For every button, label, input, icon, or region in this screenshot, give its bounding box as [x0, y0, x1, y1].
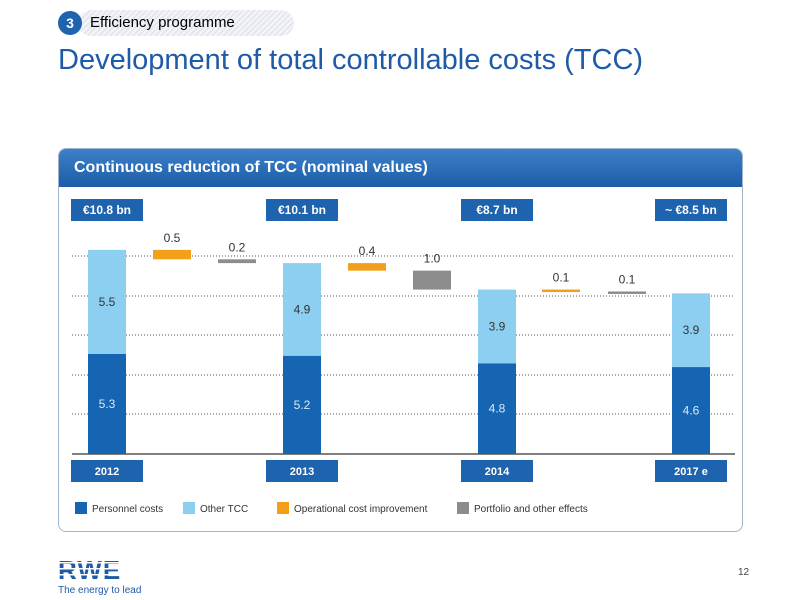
section-tag-stripe	[78, 10, 294, 36]
rwe-logo: RWE The energy to lead	[58, 556, 141, 596]
section-label: Efficiency programme	[90, 14, 235, 31]
category-label: 2017 e	[674, 466, 708, 478]
legend-label: Operational cost improvement	[294, 504, 428, 515]
legend-label: Personnel costs	[92, 504, 163, 515]
legend-label: Other TCC	[200, 504, 248, 515]
category-label: 2012	[95, 466, 119, 478]
legend-swatch	[277, 502, 289, 514]
data-label-other: 4.9	[294, 302, 311, 316]
page-number: 12	[738, 567, 750, 578]
data-label-personnel: 5.3	[99, 397, 116, 411]
category-label: 2014	[485, 466, 510, 478]
bar-personnel-costs	[88, 353, 126, 454]
total-badge	[266, 199, 338, 221]
year-badge	[266, 460, 338, 482]
data-label-other: 3.9	[683, 323, 700, 337]
data-label-portfolio: 0.2	[229, 240, 246, 254]
data-label-operational: 0.4	[359, 244, 376, 258]
bar-portfolio-and-other-effects	[413, 270, 451, 290]
total-badge	[461, 199, 533, 221]
data-label-other: 3.9	[489, 319, 506, 333]
bar-other-tcc	[478, 289, 516, 364]
total-badge	[71, 199, 143, 221]
bar-portfolio-and-other-effects	[218, 259, 256, 264]
total-badge	[655, 199, 727, 221]
data-label-operational: 0.1	[553, 271, 570, 285]
total-label: €8.7 bn	[476, 203, 517, 217]
total-label: €10.8 bn	[83, 203, 131, 217]
bar-portfolio-and-other-effects	[608, 291, 646, 294]
svg-text:RWE: RWE	[58, 556, 121, 585]
panel-header: Continuous reduction of TCC (nominal val…	[59, 149, 742, 187]
bar-other-tcc	[672, 293, 710, 368]
bar-other-tcc	[283, 263, 321, 356]
data-label-portfolio: 0.1	[619, 272, 636, 286]
legend-label: Portfolio and other effects	[474, 504, 588, 515]
data-label-portfolio: 1.0	[424, 252, 441, 266]
data-label-operational: 0.5	[164, 231, 181, 245]
legend-swatch	[75, 502, 87, 514]
bar-operational-cost-improvement	[348, 263, 386, 271]
data-label-personnel: 4.8	[489, 402, 506, 416]
section-tag: 3 Efficiency programme	[58, 10, 294, 36]
year-badge	[655, 460, 727, 482]
bar-other-tcc	[88, 249, 126, 354]
legend-swatch	[183, 502, 195, 514]
year-badge	[461, 460, 533, 482]
bar-operational-cost-improvement	[153, 249, 191, 260]
data-label-personnel: 5.2	[294, 398, 311, 412]
bar-personnel-costs	[283, 355, 321, 454]
data-label-personnel: 4.6	[683, 404, 700, 418]
category-label: 2013	[290, 466, 314, 478]
total-label: €10.1 bn	[278, 203, 326, 217]
bar-personnel-costs	[478, 363, 516, 454]
section-number: 3	[58, 11, 82, 35]
year-badge	[71, 460, 143, 482]
legend-swatch	[457, 502, 469, 514]
page-title: Development of total controllable costs …	[58, 44, 644, 76]
data-label-other: 5.5	[99, 295, 116, 309]
total-label: ~ €8.5 bn	[665, 203, 717, 217]
svg-text:The energy to lead: The energy to lead	[58, 585, 141, 596]
bar-operational-cost-improvement	[542, 289, 580, 293]
bar-personnel-costs	[672, 367, 710, 454]
chart-panel: Continuous reduction of TCC (nominal val…	[58, 148, 743, 532]
